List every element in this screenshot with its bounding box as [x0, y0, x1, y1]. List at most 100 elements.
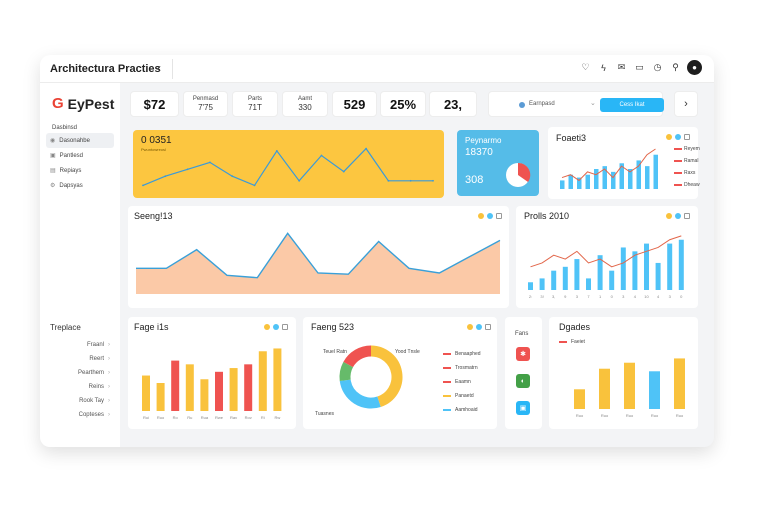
blue-summary-card[interactable]: Peynarmo 18370 308 [457, 130, 539, 196]
donut-slice [343, 345, 372, 368]
yellow-summary-card[interactable]: 0 0351 Pwuntowreosl [133, 130, 444, 198]
bar [215, 371, 223, 411]
chevron-right-icon: › [108, 412, 110, 418]
home-icon: ◉ [50, 138, 56, 144]
grid-icon[interactable] [684, 213, 690, 219]
sub-nav-item[interactable]: Pearthem › [62, 366, 110, 380]
filter-box[interactable]: Earnpasd ⌄ Cess Ikat [488, 91, 664, 117]
kpi-value: $72 [143, 96, 166, 112]
kpi-value: 71T [248, 103, 262, 112]
blue-dot-icon[interactable] [675, 134, 681, 140]
tick-label: Rw [275, 415, 281, 420]
sub-nav-item[interactable]: Rook Tay › [62, 394, 110, 408]
grid-icon[interactable] [496, 213, 502, 219]
bar [636, 160, 641, 189]
tick-label: 3! [540, 294, 543, 299]
kpi-card[interactable]: Penmasd 7'75 [183, 91, 228, 117]
file-icon: ▤ [50, 168, 56, 174]
heart-icon[interactable]: ♡ [581, 62, 590, 72]
bar-chart-card[interactable]: Fage i1s Rui Ruo Ro Ru Rua Rwe Rav Rov Ri Rw [128, 317, 296, 429]
yellow-point [365, 147, 367, 150]
tick-label: Rui [143, 415, 149, 420]
top-right-chart-card[interactable]: Foaeti3 [548, 127, 698, 199]
area-fill [136, 233, 500, 294]
chevron-down-icon[interactable]: ⌄ [590, 100, 596, 107]
sidebar-item-projects[interactable]: ▣ Pantlesd [46, 148, 114, 163]
grid-icon[interactable] [485, 324, 491, 330]
blue-dot-icon[interactable] [675, 213, 681, 219]
tick-label: 0 [680, 294, 683, 299]
area-chart-card[interactable]: Seeng!13 [128, 206, 509, 308]
legend-label: Panaetd [455, 393, 474, 399]
sub-nav-item[interactable]: Fraanl › [62, 338, 110, 352]
yellow-point [164, 175, 167, 178]
tick-label: 7 [587, 294, 590, 299]
yellow-dot-icon[interactable] [666, 134, 672, 140]
card-actions [264, 324, 288, 330]
card-title: Fans [515, 331, 529, 337]
back-chevron-icon[interactable]: ‹ [157, 61, 161, 75]
next-button[interactable]: › [674, 91, 698, 117]
kpi-card[interactable]: $72 [130, 91, 179, 117]
bar [649, 371, 660, 409]
sub-nav-item[interactable]: Copteses › [62, 408, 110, 422]
chat-icon[interactable]: ▭ [635, 62, 644, 72]
yellow-dot-icon[interactable] [467, 324, 473, 330]
app-red-icon[interactable]: ✱ [516, 347, 530, 361]
grid-icon[interactable] [282, 324, 288, 330]
apps-card: Fans ✱ ◐ ▣ [505, 317, 542, 429]
bar [156, 383, 165, 411]
sidebar-item-reports[interactable]: ▤ Repiays [46, 163, 114, 178]
sub-nav-item[interactable]: Reert › [62, 352, 110, 366]
top-right-legend: Reyem Ramal Raxs Dheaw [674, 146, 704, 196]
yellow-point [320, 154, 323, 157]
donut-chart-card[interactable]: Faeng 523 Teuel Ratn Yood Tnsle Tuasnes … [303, 317, 497, 429]
sub-nav-item[interactable]: Reins › [62, 380, 110, 394]
kpi-value: 330 [298, 103, 312, 112]
legend-swatch [443, 367, 451, 369]
combo-chart-card[interactable]: Prolls 2010 2: 3! 3, 9 3 7 1 0 3 4 10 4 3 0 [516, 206, 698, 308]
nav-list: ◉ Dasonahbe ▣ Pantlesd ▤ Repiays ⚙ Dapsyas [46, 133, 114, 193]
blue-dot-icon[interactable] [487, 213, 493, 219]
blue-dot-icon[interactable] [273, 324, 279, 330]
search-icon[interactable]: ⚲ [672, 62, 679, 72]
kpi-value: 25% [389, 96, 417, 112]
clock-icon[interactable]: ◷ [653, 62, 662, 72]
yellow-point [275, 150, 278, 152]
bar [619, 163, 624, 189]
tick-label: 1 [599, 294, 602, 299]
legend-label: Ramal [684, 158, 699, 164]
kpi-card[interactable]: Parts 71T [232, 91, 278, 117]
yellow-dot-icon[interactable] [666, 213, 672, 219]
kpi-label: Penmasd [192, 96, 219, 102]
yellow-dot-icon[interactable] [264, 324, 270, 330]
kpi-card[interactable]: 23, [429, 91, 477, 117]
kpi-card[interactable]: Aamt 330 [282, 91, 328, 117]
app-blue-icon[interactable]: ▣ [516, 401, 530, 415]
chevron-right-icon: › [108, 384, 110, 390]
action-button[interactable]: Cess Ikat [600, 98, 664, 112]
sub-nav-label: Fraanl [86, 342, 104, 348]
blue-dot-icon[interactable] [476, 324, 482, 330]
bar [142, 375, 150, 411]
mail-icon[interactable]: ✉ [617, 62, 626, 72]
bolt-icon[interactable]: ϟ [601, 62, 606, 73]
legend-label: Dheaw [684, 182, 700, 188]
grid-icon[interactable] [684, 134, 690, 140]
tick-label: Ruo [626, 413, 634, 418]
sub-nav-label: Copteses [78, 412, 104, 418]
app-green-icon[interactable]: ◐ [516, 374, 530, 388]
top-right-chart [560, 148, 658, 189]
bottom-right-chart-card[interactable]: Dgades Faeiet Ruo Ruo Ruo Ruo Ruo [549, 317, 698, 429]
bar [628, 169, 633, 189]
sidebar-item-settings[interactable]: ⚙ Dapsyas [46, 178, 114, 193]
user-icon[interactable]: ● [687, 60, 702, 75]
kpi-card[interactable]: 25% [380, 91, 426, 117]
sidebar-item-dashboard[interactable]: ◉ Dasonahbe [46, 133, 114, 148]
yellow-dot-icon[interactable] [478, 213, 484, 219]
tick-label: Ro [173, 415, 179, 420]
kpi-card[interactable]: 529 [332, 91, 377, 117]
legend-swatch [443, 395, 451, 397]
yellow-point [186, 168, 189, 171]
chevron-right-icon: › [108, 342, 110, 348]
